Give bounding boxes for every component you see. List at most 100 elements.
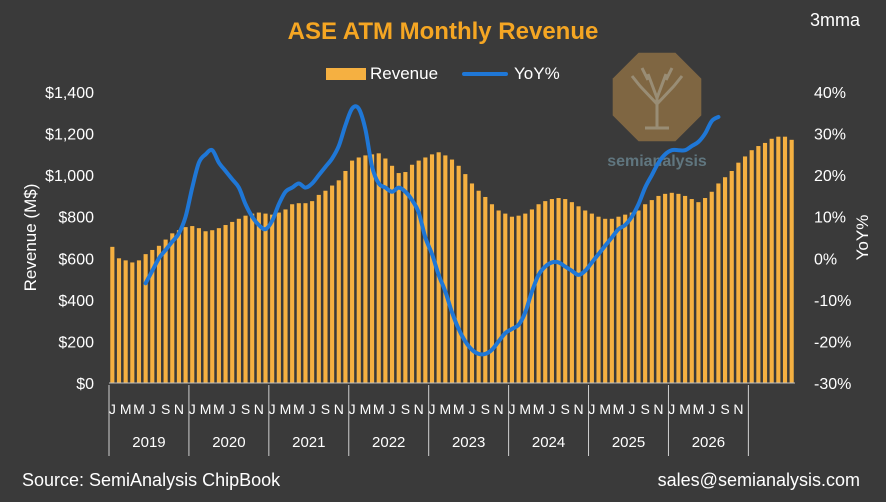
revenue-bar [669,192,674,383]
revenue-bar [663,193,668,383]
y-axis-tick-label: $800 [58,210,94,227]
revenue-bar [516,215,521,383]
revenue-bar [190,226,195,383]
x-axis-year-label: 2019 [132,434,165,451]
x-axis-month-label: J [109,401,116,417]
revenue-bar [596,216,601,383]
x-axis-month-label: M [533,401,545,417]
x-axis-month-label: M [213,401,225,417]
x-axis-month-label: M [599,401,611,417]
revenue-bar [350,160,355,383]
x-axis-year-label: 2022 [372,434,405,451]
revenue-bar [210,230,215,383]
y2-axis-tick-label: 0% [814,251,837,268]
revenue-bar [623,214,628,383]
x-axis-month-label: N [254,401,264,417]
x-axis-month-label: N [414,401,424,417]
y-axis-tick-label: $1,000 [45,168,94,185]
x-axis-month-label: S [321,401,330,417]
revenue-bar [330,185,335,383]
y-axis-tick-label: $0 [76,376,94,393]
revenue-bar [476,190,481,383]
revenue-bar [116,258,122,383]
x-axis-month-label: J [508,401,515,417]
revenue-bar [789,139,794,383]
y-axis-tick-label: $1,400 [45,85,94,102]
revenue-bar [523,213,528,383]
revenue-bar [776,136,781,383]
revenue-bar [183,227,188,383]
x-axis-month-label: M [453,401,465,417]
x-axis-year-label: 2021 [292,434,325,451]
revenue-bar [263,213,268,383]
x-axis-month-label: M [360,401,372,417]
x-axis-month-label: M [120,401,132,417]
revenue-bar [303,203,308,383]
revenue-bar [310,201,315,384]
chart-title: ASE ATM Monthly Revenue [287,18,599,45]
revenue-bar [496,210,501,383]
x-axis-month-label: M [440,401,452,417]
revenue-bar [223,225,228,383]
revenue-bar [236,218,241,383]
revenue-bar [742,156,748,383]
y-axis-title: Revenue (M$) [21,184,40,292]
revenue-bar [423,157,428,383]
x-axis-year-label: 2025 [612,434,645,451]
revenue-bar [150,249,155,383]
revenue-bar [216,228,221,383]
revenue-bar [203,231,208,383]
revenue-bar [383,158,388,383]
x-axis-month-label: J [628,401,635,417]
yoy-line [143,104,721,357]
x-axis-month-label: M [373,401,385,417]
revenue-bar [463,174,468,383]
y2-axis-title: YoY% [853,215,872,261]
x-axis-month-label: S [401,401,410,417]
watermark-logo: semianalysis [607,52,707,170]
revenue-bar [230,221,235,383]
x-axis-month-label: M [679,401,691,417]
revenue-bar [656,195,661,383]
revenue-bar [316,194,321,383]
revenue-bar [636,210,641,383]
revenue-bar [483,196,488,383]
revenue-bar [756,146,761,383]
x-axis-year-label: 2023 [452,434,485,451]
revenue-bar [576,206,581,383]
x-axis-month-label: M [293,401,305,417]
x-axis-month-label: M [613,401,625,417]
revenue-bar [649,200,654,383]
legend-swatch-revenue [326,68,366,80]
revenue-bar [563,199,568,383]
x-axis-month-label: S [161,401,170,417]
y-axis-tick-label: $200 [58,334,94,351]
x-axis-month-label: S [720,401,729,417]
revenue-bar [396,173,401,383]
revenue-bar [782,136,788,383]
revenue-bar [689,199,694,383]
revenue-bar [256,212,261,383]
revenue-bar [569,202,574,383]
revenue-bar [543,201,548,384]
revenue-bar [429,154,435,383]
x-axis-year-label: 2026 [692,434,725,451]
x-axis-month-label: N [494,401,504,417]
revenue-bar [683,195,688,383]
x-axis-month-label: N [334,401,344,417]
x-axis-year-label: 2024 [532,434,565,451]
revenue-bar [676,193,681,383]
x-axis-month-label: S [481,401,490,417]
x-axis-month-label: J [309,401,316,417]
revenue-bar [609,218,614,383]
revenue-bar [443,155,448,383]
revenue-bar [456,165,461,383]
revenue-bar [769,138,774,383]
y2-axis-tick-label: 20% [814,168,846,185]
legend-item-yoy: YoY% [462,64,560,84]
x-axis-month-label: N [174,401,184,417]
x-axis-month-label: J [708,401,715,417]
revenue-bar [629,212,634,383]
